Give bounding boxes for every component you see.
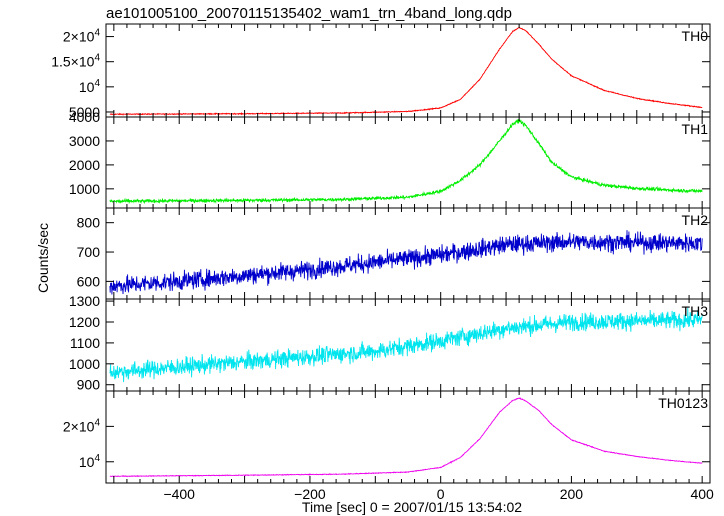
series-line-th0123 xyxy=(109,397,703,478)
y-tick-label: 2000 xyxy=(69,157,100,173)
series-line-th3 xyxy=(109,307,703,383)
y-tick-label: 1200 xyxy=(69,314,100,330)
y-tick-label: 900 xyxy=(77,377,101,393)
x-tick-label: −400 xyxy=(163,486,195,502)
x-tick-label: 0 xyxy=(437,486,445,502)
y-tick-label: 1.5×104 xyxy=(51,53,100,70)
y-tick-label: 1100 xyxy=(70,335,100,351)
y-tick-label: 1000 xyxy=(69,181,100,197)
chart-title: ae101005100_20070115135402_wam1_trn_4ban… xyxy=(106,5,512,22)
y-tick-label: 700 xyxy=(77,244,101,260)
x-tick-label: 400 xyxy=(690,486,714,502)
panel-th0: 5000 104 1.5×104 2×104 4000 TH0 xyxy=(51,23,711,125)
series-line-th0 xyxy=(109,26,703,116)
x-tick-label: 200 xyxy=(560,486,584,502)
x-axis: −400 −200 0 200 400 xyxy=(163,486,714,502)
panel-label: TH1 xyxy=(682,121,709,137)
panel-th0123: 104 2×104 TH0123 xyxy=(63,390,711,484)
y-tick-label: 104 xyxy=(79,78,101,95)
series-line-th1 xyxy=(109,119,703,205)
y-axis-label: Counts/sec xyxy=(35,223,51,293)
y-tick-label: 3000 xyxy=(69,133,100,149)
panel-frame xyxy=(105,116,711,209)
series-line-th2 xyxy=(109,230,703,295)
panels: 5000 104 1.5×104 2×104 4000 TH0 1000 2000 3000 TH… xyxy=(51,23,711,484)
panel-th3: 900 1000 1100 1200 1300 TH3 xyxy=(69,293,711,393)
panel-frame xyxy=(105,23,711,118)
y-tick-label: 1000 xyxy=(69,356,100,372)
y-tick-label: 2×104 xyxy=(63,417,101,434)
y-tick-label: 800 xyxy=(77,215,101,231)
y-tick-label: 600 xyxy=(77,273,101,289)
y-tick-label: 5000 xyxy=(69,104,100,120)
y-tick-label: 104 xyxy=(79,453,101,470)
panel-th2: 600 700 800 TH2 xyxy=(77,207,711,300)
y-tick-label: 1300 xyxy=(69,293,100,309)
x-tick-label: −200 xyxy=(294,486,326,502)
y-tick-label: 2×104 xyxy=(63,28,101,45)
y-edge-label: 4000 xyxy=(69,109,100,125)
panel-frame xyxy=(105,390,711,484)
panel-label: TH2 xyxy=(682,212,709,228)
panel-th1: 1000 2000 3000 TH1 xyxy=(69,116,711,209)
panel-label: TH3 xyxy=(682,303,709,319)
x-axis-label: Time [sec] 0 = 2007/01/15 13:54:02 xyxy=(302,499,522,515)
panel-label: TH0123 xyxy=(658,395,708,411)
panel-label: TH0 xyxy=(682,28,709,44)
